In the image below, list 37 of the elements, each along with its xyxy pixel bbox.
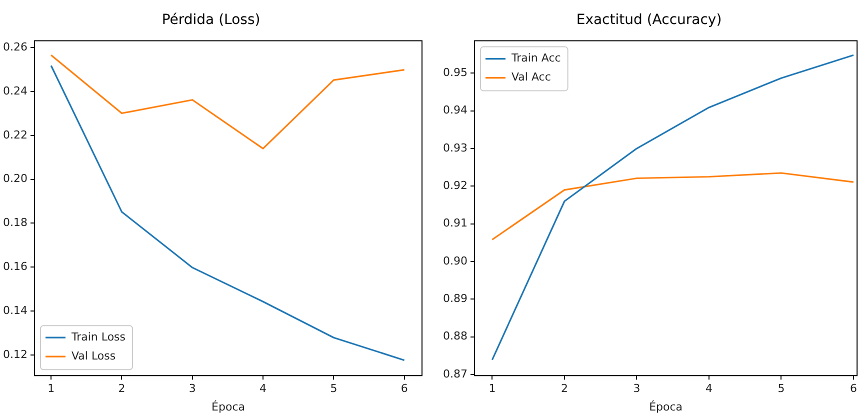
x-tick-label: 6	[400, 382, 408, 396]
x-tick-label: 4	[705, 382, 712, 396]
y-tick-label: 0.90	[442, 254, 468, 268]
y-tick-label: 0.14	[2, 304, 28, 317]
x-tick-label: 6	[850, 382, 857, 396]
y-tick-label: 0.94	[442, 104, 468, 117]
y-tick-label: 0.93	[442, 141, 468, 154]
y-tick-label: 0.89	[442, 292, 468, 306]
x-tick-label: 4	[260, 382, 267, 396]
y-tick-label: 0.95	[442, 66, 468, 80]
x-tick-label: 1	[488, 382, 496, 396]
legend-label: Train Acc	[510, 52, 561, 65]
y-tick-label: 0.12	[2, 348, 28, 361]
y-tick-label: 0.88	[442, 330, 468, 343]
y-tick-label: 0.22	[2, 128, 28, 142]
legend-label: Val Acc	[511, 70, 551, 84]
y-tick-label: 0.24	[2, 84, 28, 98]
x-tick-label: 3	[633, 382, 640, 396]
y-tick-label: 0.20	[2, 172, 28, 186]
y-tick-label: 0.18	[2, 216, 28, 230]
chart-title: Pérdida (Loss)	[162, 12, 260, 28]
y-tick-label: 0.91	[442, 216, 468, 230]
x-tick-label: 3	[188, 382, 196, 396]
y-tick-label: 0.92	[442, 179, 468, 192]
y-tick-label: 0.26	[2, 40, 28, 54]
x-axis-title: Época	[649, 399, 683, 414]
legend-label: Val Loss	[71, 349, 116, 362]
y-tick-label: 0.87	[442, 367, 468, 380]
x-tick-label: 1	[48, 382, 55, 396]
chart-title: Exactitud (Accuracy)	[576, 12, 722, 28]
x-tick-label: 2	[560, 382, 568, 396]
y-tick-label: 0.16	[2, 260, 28, 274]
x-tick-label: 2	[118, 382, 126, 396]
legend-label: Train Loss	[70, 330, 126, 344]
x-tick-label: 5	[330, 382, 338, 396]
x-axis-title: Época	[212, 399, 245, 414]
x-tick-label: 5	[778, 382, 785, 396]
